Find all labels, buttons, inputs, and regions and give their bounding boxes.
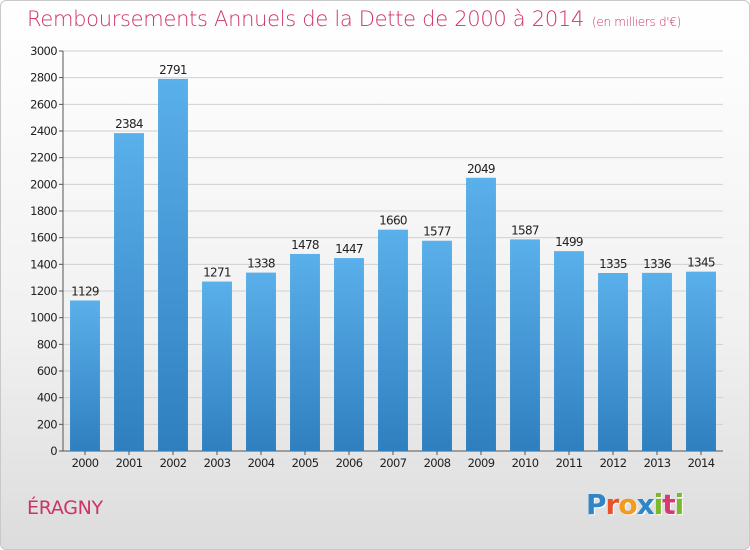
bar-2013: [642, 272, 672, 451]
x-tick-label: 2008: [424, 456, 451, 470]
x-tick-label: 2009: [468, 456, 495, 470]
bar-value-label: 1271: [203, 266, 231, 280]
bar-value-label: 2049: [467, 162, 495, 176]
bar-2005: [290, 253, 320, 451]
y-tick-label: 2200: [30, 151, 57, 165]
y-tick-label: 200: [37, 417, 57, 431]
bar-value-label: 1129: [71, 284, 99, 298]
logo-letter: t: [662, 488, 675, 521]
axes: 0 200 400 600 800 1000 1200 1400 1600 1800 2000 220…: [30, 44, 723, 470]
bars: 1129 2384 2791 1271 1338 1478 1447 1660 1577 2049…: [70, 63, 716, 452]
bar-value-label: 2384: [115, 117, 143, 131]
x-tick-label: 2003: [204, 456, 231, 470]
chart-title-text: Remboursements Annuels de la Dette de 20…: [27, 7, 584, 31]
logo-letter: i: [674, 488, 685, 521]
y-tick-label: 1000: [30, 311, 57, 325]
logo-letter: r: [605, 488, 620, 521]
y-tick-label: 3000: [30, 44, 57, 58]
bar-value-label: 1499: [555, 235, 583, 249]
x-tick-label: 2007: [380, 456, 407, 470]
bar-value-label: 1478: [291, 238, 319, 252]
bar-value-label: 1345: [687, 256, 715, 270]
bar-value-label: 1447: [335, 242, 363, 256]
city-name: ÉRAGNY: [27, 497, 103, 519]
bar-2002: [158, 78, 188, 451]
bar-2012: [598, 273, 628, 451]
bar-2007: [378, 229, 408, 451]
y-tick-label: 2600: [30, 97, 57, 111]
y-tick-label: 1200: [30, 284, 57, 298]
bar-value-label: 1338: [247, 257, 275, 271]
x-tick-label: 2004: [248, 456, 275, 470]
y-tick-label: 1600: [30, 231, 57, 245]
bar-2014: [686, 271, 716, 451]
bar-2003: [202, 281, 232, 451]
x-tick-label: 2013: [644, 456, 671, 470]
chart-title: Remboursements Annuels de la Dette de 20…: [27, 7, 681, 31]
x-tick-label: 2006: [336, 456, 363, 470]
bar-value-label: 2791: [159, 63, 187, 77]
bar-2001: [114, 133, 144, 451]
logo-letter: o: [618, 488, 637, 521]
bar-value-label: 1577: [423, 225, 451, 239]
bar-2010: [510, 239, 540, 451]
bar-2004: [246, 272, 276, 451]
x-tick-label: 2000: [72, 456, 99, 470]
logo-letter: x: [636, 488, 655, 521]
bar-value-label: 1335: [599, 257, 627, 271]
logo-letter: i: [653, 488, 664, 521]
x-tick-label: 2012: [600, 456, 627, 470]
y-tick-label: 2000: [30, 177, 57, 191]
logo-letter: P: [586, 488, 607, 521]
x-tick-label: 2001: [116, 456, 143, 470]
bar-2011: [554, 251, 584, 451]
bar-value-label: 1660: [379, 214, 407, 228]
y-tick-label: 2800: [30, 71, 57, 85]
y-tick-label: 400: [37, 391, 57, 405]
bar-2009: [466, 177, 496, 452]
y-tick-label: 800: [37, 337, 57, 351]
x-tick-label: 2014: [688, 456, 715, 470]
x-tick-label: 2010: [512, 456, 539, 470]
bar-2006: [334, 258, 364, 451]
bar-value-label: 1587: [511, 223, 539, 237]
chart-unit: (en milliers d'€): [592, 15, 682, 29]
y-tick-label: 2400: [30, 124, 57, 138]
x-tick-label: 2002: [160, 456, 187, 470]
y-tick-label: 600: [37, 364, 57, 378]
proxiti-logo: Proxiti: [586, 488, 685, 521]
x-tick-label: 2011: [556, 456, 583, 470]
y-tick-label: 0: [50, 444, 57, 458]
y-tick-label: 1400: [30, 257, 57, 271]
bar-2000: [70, 300, 100, 451]
x-tick-label: 2005: [292, 456, 319, 470]
y-tick-label: 1800: [30, 204, 57, 218]
bar-2008: [422, 240, 452, 451]
bar-value-label: 1336: [643, 257, 671, 271]
